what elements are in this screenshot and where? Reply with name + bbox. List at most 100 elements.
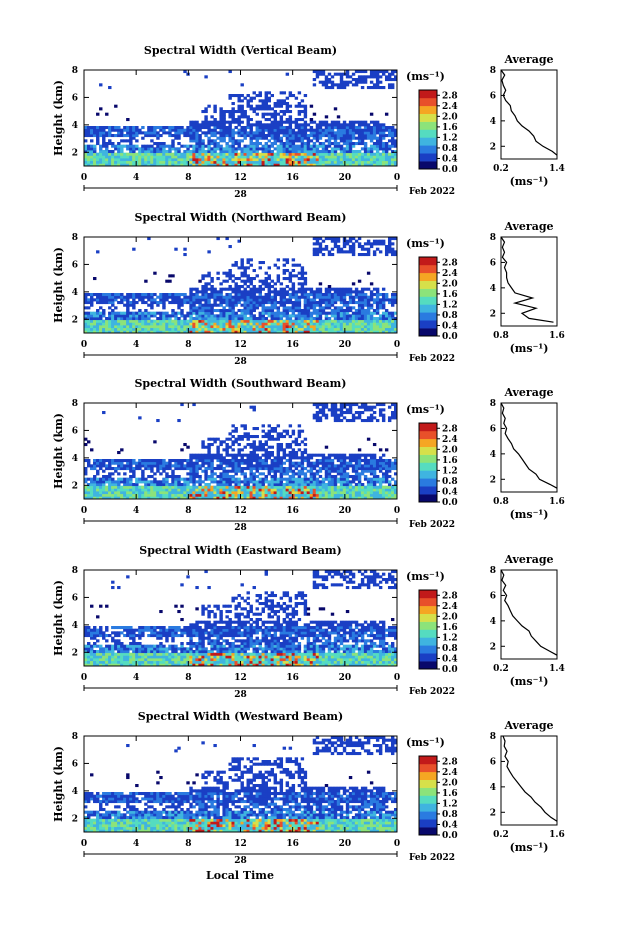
heatmap-cell xyxy=(324,86,329,90)
heatmap-cell xyxy=(192,477,196,481)
heatmap-cell xyxy=(258,91,262,95)
heatmap-cell xyxy=(99,485,103,489)
heatmap-cell xyxy=(231,279,235,283)
heatmap-cell xyxy=(243,158,247,162)
heatmap-cell xyxy=(222,440,226,444)
heatmap-cell xyxy=(336,464,341,468)
heatmap-cell xyxy=(342,83,347,87)
heatmap-cell xyxy=(294,477,299,481)
heatmap xyxy=(84,70,398,167)
heatmap-cell xyxy=(114,459,118,463)
heatmap-cell xyxy=(327,317,332,321)
heatmap-cell xyxy=(225,445,229,449)
heatmap-cell xyxy=(111,459,115,463)
heatmap-cell xyxy=(111,144,115,148)
heatmap-cell xyxy=(240,319,244,323)
heatmap-cell xyxy=(339,485,344,489)
heatmap-cell xyxy=(369,86,374,90)
heatmap-cell xyxy=(192,467,196,471)
heatmap-cell xyxy=(351,131,356,135)
heatmap-cell xyxy=(198,483,202,487)
heatmap-cell xyxy=(270,488,275,492)
bottom-xlabel: Local Time xyxy=(206,869,274,882)
heatmap-cell xyxy=(318,150,323,154)
heatmap-cell xyxy=(243,314,247,318)
heatmap-cell xyxy=(321,306,326,310)
heatmap-cell xyxy=(156,144,160,148)
heatmap-cell xyxy=(111,325,115,329)
heatmap-cell xyxy=(264,491,268,495)
heatmap-cell xyxy=(297,263,302,267)
heatmap-cell xyxy=(294,306,299,310)
heatmap-cell xyxy=(249,330,253,334)
heatmap-cell xyxy=(120,317,124,321)
heatmap-cell xyxy=(240,128,244,132)
heatmap-cell xyxy=(231,139,235,143)
heatmap-cell xyxy=(351,237,356,241)
heatmap-cell xyxy=(294,155,299,159)
heatmap-cell xyxy=(126,488,130,492)
heatmap-cell xyxy=(129,131,133,135)
heatmap-cell xyxy=(249,311,253,315)
heatmap-cell xyxy=(384,314,389,318)
heatmap-cell xyxy=(252,496,256,500)
heatmap-cell xyxy=(210,464,214,468)
heatmap-cell xyxy=(105,298,109,302)
heatmap-cell xyxy=(147,150,151,154)
heatmap-cell xyxy=(393,317,398,321)
heatmap-cell xyxy=(288,126,293,130)
heatmap-cell xyxy=(384,155,389,159)
heatmap-cell xyxy=(363,150,368,154)
y-tick-label: 4 xyxy=(72,288,78,298)
heatmap-cell xyxy=(270,451,275,455)
heatmap-cell xyxy=(279,467,284,471)
heatmap-cell xyxy=(189,461,193,465)
heatmap-cell xyxy=(300,131,305,135)
heatmap-cell xyxy=(333,163,338,167)
heatmap-cell xyxy=(222,279,226,283)
heatmap-cell xyxy=(249,459,253,463)
heatmap-cell xyxy=(372,131,377,135)
heatmap-cell xyxy=(315,253,320,257)
heatmap-cell xyxy=(318,131,323,135)
heatmap-cell xyxy=(234,322,238,326)
heatmap-cell xyxy=(234,440,238,444)
heatmap-cell xyxy=(192,136,196,140)
heatmap-cell xyxy=(369,144,374,148)
colorbar: 2.82.42.01.61.20.80.40.0 xyxy=(418,256,458,342)
heatmap-cell xyxy=(264,102,268,106)
heatmap-cell xyxy=(210,134,214,138)
heatmap-cell xyxy=(258,327,262,331)
heatmap-cell xyxy=(309,483,314,487)
heatmap-cell xyxy=(222,128,226,132)
heatmap-cell xyxy=(297,317,302,321)
heatmap-cell xyxy=(270,295,275,299)
heatmap-cell xyxy=(228,70,232,74)
heatmap-cell xyxy=(225,303,229,307)
heatmap-cell xyxy=(105,152,109,156)
heatmap-cell xyxy=(120,144,124,148)
heatmap-cell xyxy=(330,322,335,326)
heatmap-cell xyxy=(300,150,305,154)
heatmap-cell xyxy=(255,325,259,329)
heatmap-cell xyxy=(90,128,94,132)
heatmap-cell xyxy=(261,322,265,326)
heatmap-cell xyxy=(300,483,305,487)
heatmap-cell xyxy=(330,469,335,473)
heatmap-cell xyxy=(228,493,232,497)
heatmap-cell xyxy=(273,322,278,326)
heatmap-cell xyxy=(195,469,199,473)
heatmap-cell xyxy=(222,126,226,130)
heatmap-cell xyxy=(267,152,271,156)
heatmap-cell xyxy=(234,491,238,495)
heatmap-cell xyxy=(135,152,139,156)
heatmap-cell xyxy=(345,317,350,321)
heatmap-cell xyxy=(207,488,211,492)
heatmap-cell xyxy=(99,319,103,323)
heatmap-cell xyxy=(384,330,389,334)
heatmap-cell xyxy=(312,317,317,321)
heatmap-cell xyxy=(198,303,202,307)
heatmap-cell xyxy=(105,475,109,479)
heatmap-cell xyxy=(189,306,193,310)
heatmap-cell xyxy=(99,464,103,468)
